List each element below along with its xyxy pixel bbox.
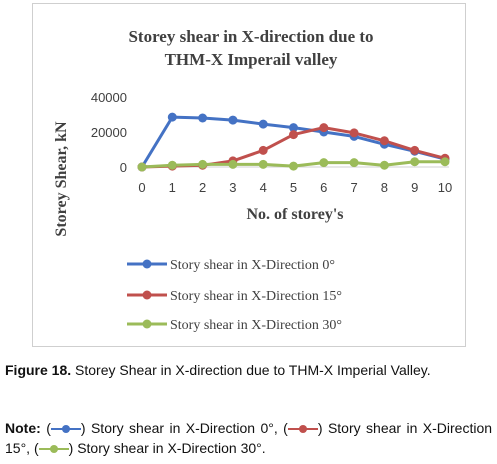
data-point-30deg: [440, 157, 450, 167]
x-axis-label: No. of storey's: [246, 206, 343, 223]
legend-label-30deg: Story shear in X-Direction 30°: [170, 318, 342, 333]
data-point-30deg: [349, 158, 359, 168]
note-open-paren-3: (: [33, 440, 39, 456]
note-label: Note:: [5, 420, 41, 436]
note-line-icon-15deg: [287, 424, 318, 434]
x-tick-label: 6: [320, 180, 327, 195]
data-point-30deg: [319, 158, 329, 168]
data-point-30deg: [410, 157, 420, 167]
legend-label-0deg: Story shear in X-Direction 0°: [170, 258, 335, 273]
data-point-0deg: [228, 115, 238, 125]
data-point-0deg: [167, 112, 177, 122]
series-layer: [137, 112, 450, 172]
chart-title-line-2: THM-X Imperail valley: [165, 50, 338, 69]
chart-title-line-1: Storey shear in X-direction due to: [128, 27, 373, 46]
data-point-15deg: [319, 123, 329, 133]
note-line-icon-0deg: [50, 424, 81, 434]
data-point-30deg: [289, 161, 298, 171]
y-tick-label: 20000: [91, 125, 127, 140]
data-point-30deg: [228, 159, 238, 169]
x-tick-label: 9: [411, 180, 418, 195]
data-point-15deg: [258, 145, 268, 155]
legend-label-15deg: Story shear in X-Direction 15°: [170, 289, 342, 304]
legend-marker-30deg: [142, 319, 152, 329]
data-point-30deg: [379, 160, 389, 170]
data-point-30deg: [198, 159, 208, 169]
data-point-0deg: [198, 113, 208, 123]
data-point-30deg: [167, 160, 177, 170]
y-tick-labels: 0 20000 40000: [91, 90, 127, 175]
note-close-paren-2: ): [317, 420, 323, 436]
x-tick-label: 0: [138, 180, 145, 195]
chart-svg: Storey shear in X-direction due to THM-X…: [53, 27, 452, 333]
y-tick-label: 40000: [91, 90, 127, 105]
note-line-icon-30deg: [38, 444, 69, 454]
x-tick-label: 1: [169, 180, 176, 195]
caption-label: Figure 18.: [5, 362, 72, 378]
caption-text: Storey Shear in X-direction due to THM-X…: [75, 362, 431, 378]
data-point-0deg: [258, 119, 268, 129]
note-open-paren-1: (: [46, 420, 51, 436]
data-point-30deg: [137, 162, 147, 172]
note-item-0deg: Story shear in X-Direction 0°,: [90, 420, 278, 436]
y-tick-label: 0: [120, 160, 127, 175]
legend-marker-0deg: [142, 259, 152, 269]
x-tick-label: 5: [290, 180, 297, 195]
x-tick-label: 3: [229, 180, 236, 195]
note-item-15deg: Story shear in X-Direction 15°,: [5, 420, 493, 456]
data-point-30deg: [258, 159, 268, 169]
note-open-paren-2: (: [283, 420, 288, 436]
legend: Story shear in X-Direction 0° Story shear…: [127, 258, 342, 333]
data-point-15deg: [379, 136, 389, 146]
x-tick-label: 8: [381, 180, 388, 195]
x-tick-label: 10: [438, 180, 452, 195]
y-axis-label: Storey Shear, kN: [53, 121, 70, 237]
figure-caption: Figure 18. Storey Shear in X-direction d…: [5, 360, 492, 380]
data-point-15deg: [289, 130, 298, 140]
x-tick-label: 2: [199, 180, 206, 195]
x-tick-label: 4: [260, 180, 267, 195]
figure-note: Note: () Story shear in X-Direction 0°, …: [5, 418, 492, 458]
note-close-paren-3: ): [68, 440, 74, 456]
x-tick-label: 7: [350, 180, 357, 195]
x-tick-labels: 0 1 2 3 4 5 6 7 8 9 10: [138, 180, 452, 195]
note-item-30deg: Story shear in X-Direction 30°.: [77, 440, 266, 456]
data-point-15deg: [410, 145, 420, 155]
data-point-15deg: [349, 128, 359, 138]
note-close-paren-1: ): [80, 420, 86, 436]
data-point-0deg: [289, 123, 298, 133]
chart-frame: Storey shear in X-direction due to THM-X…: [32, 3, 466, 347]
legend-marker-15deg: [142, 290, 152, 300]
